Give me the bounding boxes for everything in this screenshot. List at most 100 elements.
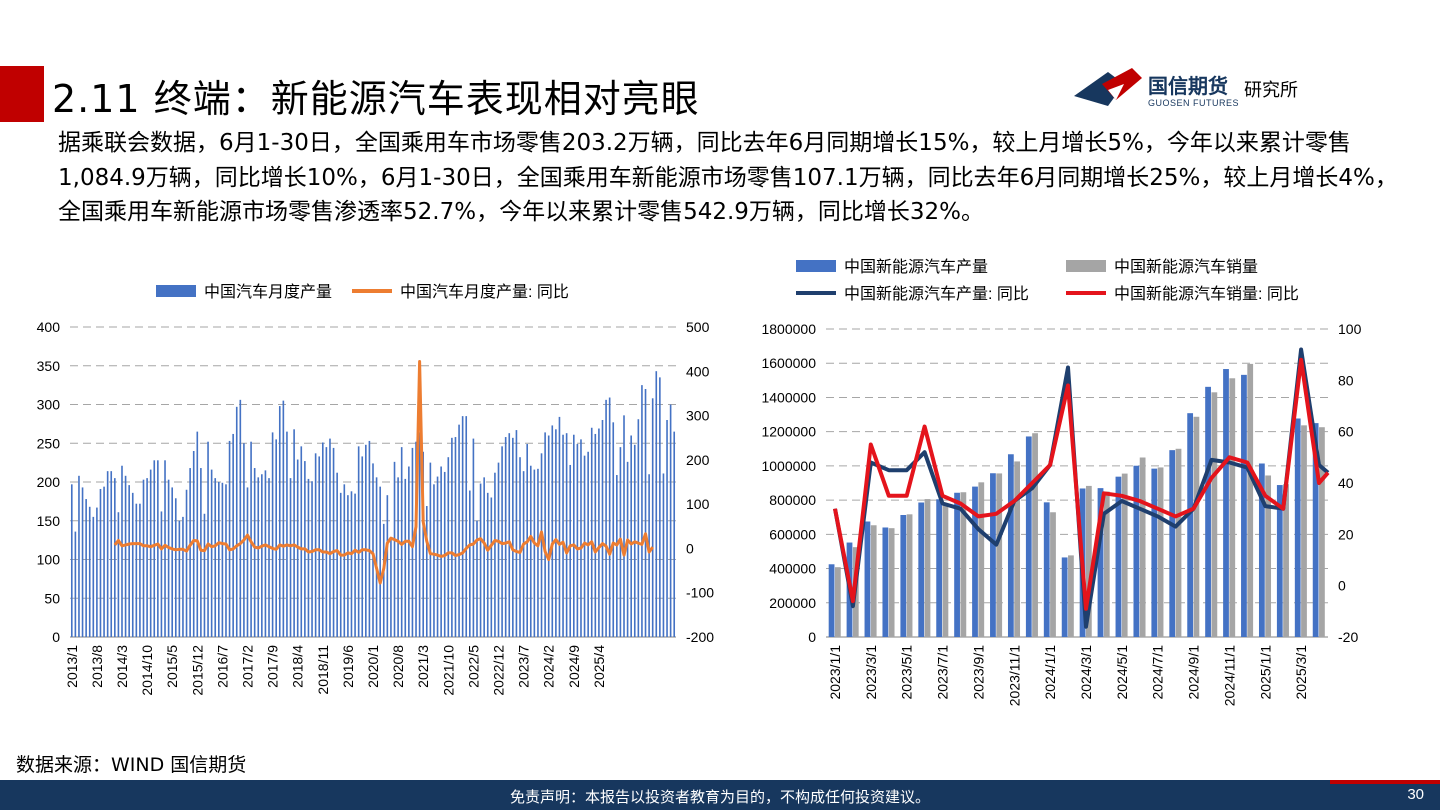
bar — [318, 456, 321, 637]
bar — [882, 527, 889, 637]
bar — [261, 474, 263, 637]
legend-label: 中国新能源汽车产量: 同比 — [844, 285, 1029, 303]
bar — [404, 478, 407, 637]
logo-english-name: GUOSEN FUTURES — [1148, 98, 1240, 108]
bar — [425, 506, 428, 637]
bar — [612, 422, 615, 637]
y-tick-label-right: 80 — [1338, 372, 1354, 388]
bar — [1241, 374, 1247, 637]
footer-bar — [0, 780, 1440, 810]
bar — [996, 473, 1003, 637]
bar — [78, 475, 80, 637]
bar — [386, 495, 389, 637]
bar — [1121, 473, 1128, 637]
bar — [1169, 450, 1176, 637]
bar — [569, 464, 572, 637]
x-tick-label: 2023/7/1 — [935, 645, 951, 700]
bar — [576, 444, 579, 637]
bar — [472, 438, 475, 637]
y-tick-label-right: 500 — [686, 319, 710, 335]
bar — [139, 503, 141, 637]
bar — [547, 435, 550, 637]
bar — [1085, 485, 1092, 637]
x-tick-label: 2016/7 — [214, 645, 230, 688]
bar — [257, 477, 260, 637]
bar — [329, 438, 331, 637]
bar — [361, 456, 364, 637]
legend-swatch-bar — [156, 285, 196, 297]
y-tick-label-left: 150 — [37, 513, 61, 529]
bar — [537, 468, 539, 637]
y-tick-label-right: 40 — [1338, 475, 1354, 491]
bar — [275, 439, 277, 637]
bar — [497, 462, 500, 637]
bar — [1061, 557, 1068, 637]
y-tick-label-left: 800000 — [769, 492, 816, 508]
x-tick-label: 2017/9 — [265, 645, 281, 688]
x-tick-label: 2021/10 — [440, 645, 456, 696]
bar — [972, 486, 978, 637]
bar — [870, 525, 877, 637]
bar — [529, 465, 532, 637]
y-tick-label-left: 1400000 — [761, 389, 816, 405]
bar — [486, 492, 489, 637]
x-tick-label: 2023/7 — [516, 645, 532, 688]
bar — [906, 514, 913, 637]
bar — [447, 457, 450, 637]
bar — [218, 482, 220, 637]
bar — [210, 469, 213, 637]
bar — [286, 431, 288, 637]
x-tick-label: 2024/7/1 — [1150, 645, 1166, 700]
bar — [293, 429, 295, 637]
bar — [70, 484, 73, 637]
bar — [1043, 502, 1050, 637]
bar — [1294, 418, 1301, 637]
bar — [626, 461, 629, 637]
x-tick-label: 2022/5 — [465, 645, 481, 688]
bar — [1032, 433, 1038, 637]
bar — [1211, 392, 1218, 637]
bar — [605, 399, 607, 637]
bar — [834, 567, 841, 637]
bar — [225, 484, 227, 637]
bar — [572, 434, 575, 637]
bar — [146, 478, 148, 637]
bar — [167, 479, 170, 637]
bar — [469, 490, 471, 637]
bar — [655, 371, 658, 637]
x-tick-label: 2024/5/1 — [1114, 645, 1130, 700]
bar — [659, 377, 661, 637]
bar — [314, 453, 317, 637]
bar — [1247, 363, 1254, 637]
bar — [192, 451, 195, 637]
bar — [1115, 476, 1122, 637]
x-tick-label: 2013/1 — [64, 645, 80, 688]
bar — [1187, 413, 1194, 637]
chart-auto-production: 0 50 100 150 200 250 300 350 400 -200 -100 0 100 200 3… — [37, 283, 715, 696]
y-tick-label-left: 0 — [808, 629, 816, 645]
x-tick-label: 2015/5 — [164, 645, 180, 688]
bar — [673, 431, 676, 637]
x-tick-label: 2014/10 — [139, 645, 155, 696]
bar — [458, 424, 460, 637]
bar — [508, 433, 511, 637]
bar — [110, 471, 113, 637]
bar — [648, 474, 650, 637]
x-tick-label: 2015/12 — [189, 645, 205, 696]
bar — [669, 404, 672, 637]
x-tick-label: 2021/3 — [415, 645, 431, 688]
logo-mark-icon — [1074, 68, 1142, 106]
series-line — [113, 360, 654, 585]
bar — [92, 516, 95, 637]
bar — [1283, 484, 1289, 637]
x-tick-label: 2023/1/1 — [827, 645, 843, 700]
bar — [616, 475, 618, 637]
title-accent-bar — [0, 66, 44, 122]
bar — [519, 457, 521, 637]
bar — [662, 473, 665, 637]
bar — [1301, 425, 1307, 637]
bar — [228, 440, 231, 637]
bar — [325, 447, 328, 637]
bar — [1139, 457, 1146, 637]
bar — [336, 472, 338, 637]
